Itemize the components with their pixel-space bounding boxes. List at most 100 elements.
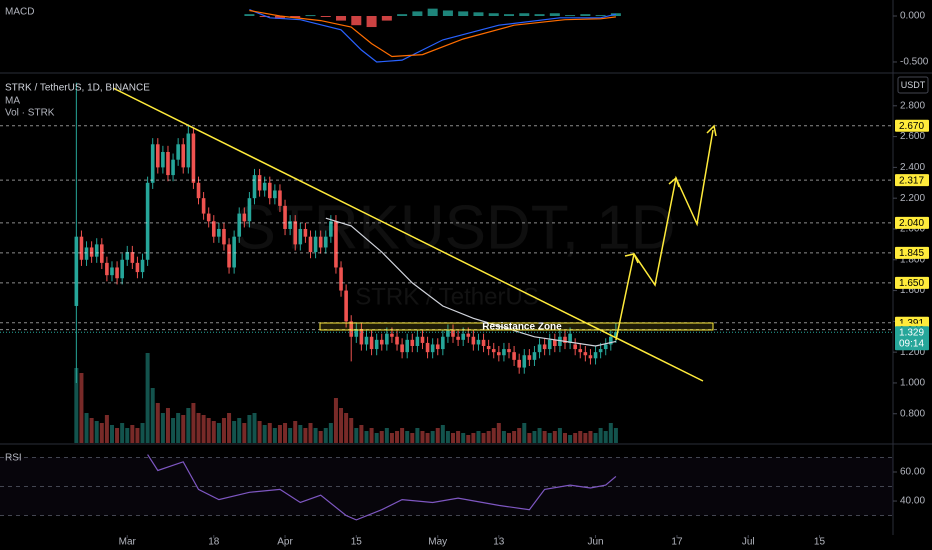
candle-body <box>252 175 257 199</box>
volume-bar <box>140 423 145 443</box>
candle-body <box>186 133 191 168</box>
candle-body <box>196 182 201 199</box>
x-tick-label: May <box>428 537 447 548</box>
volume-bar <box>237 418 242 443</box>
candle-body <box>349 321 354 337</box>
candle-body <box>227 244 231 268</box>
volume-bar <box>349 418 354 443</box>
candle-body <box>323 236 328 248</box>
candle-body <box>441 336 445 350</box>
volume-bar <box>501 431 506 443</box>
volume-bar <box>171 418 176 443</box>
candle-body <box>171 159 175 176</box>
volume-bar <box>588 431 593 443</box>
x-tick-label: 15 <box>814 537 826 548</box>
volume-bar <box>318 431 323 443</box>
volume-bar <box>440 425 445 443</box>
volume-bar <box>369 428 374 443</box>
candle-body <box>130 252 135 263</box>
candle-body <box>110 267 114 276</box>
candle-body <box>100 244 104 263</box>
level-label: 2.670 <box>899 121 924 132</box>
y-tick-label: 2.000 <box>900 224 925 235</box>
candle-body <box>446 330 450 337</box>
macd-histogram-bar <box>580 14 591 16</box>
macd-histogram-bar <box>274 16 285 19</box>
volume-bar <box>267 423 272 443</box>
macd-histogram-bar <box>458 11 469 16</box>
candle-body <box>247 198 252 222</box>
candle-body <box>135 262 140 273</box>
currency-button[interactable] <box>897 76 929 94</box>
volume-bar <box>466 435 471 443</box>
volume-bar <box>165 408 170 443</box>
candle-body <box>211 221 216 237</box>
currency-label[interactable]: USDT <box>901 80 926 90</box>
volume-bar <box>191 403 196 443</box>
volume-bar <box>461 433 466 443</box>
candle-body <box>313 236 318 253</box>
volume-bar <box>476 431 481 443</box>
candle-body <box>140 259 145 273</box>
volume-bar <box>211 421 216 443</box>
candle-body <box>181 144 186 168</box>
volume-bar <box>221 418 226 443</box>
volume-bar <box>176 413 181 443</box>
volume-bar <box>339 408 344 443</box>
macd-histogram-bar <box>336 16 347 21</box>
candle-body <box>222 228 226 245</box>
candle-body <box>237 213 242 237</box>
candle-body <box>542 344 547 350</box>
candle-body <box>603 344 608 350</box>
candle-body <box>420 336 425 343</box>
candle-body <box>273 190 277 199</box>
candle-body <box>201 198 206 214</box>
volume-bar <box>74 368 79 443</box>
candle-body <box>390 333 394 337</box>
volume-bar <box>135 428 140 443</box>
volume-bar <box>512 431 517 443</box>
symbol-title: STRK / TetherUS, 1D, BINANCE <box>5 83 150 94</box>
candle-body <box>583 352 588 356</box>
macd-histogram-bar <box>397 14 408 16</box>
candle-body <box>308 236 313 253</box>
volume-bar <box>155 403 160 443</box>
candle-body <box>303 228 308 237</box>
volume-bar <box>389 433 394 443</box>
volume-bar <box>313 428 318 443</box>
candle-body <box>517 359 521 368</box>
macd-histogram-bar <box>244 14 255 16</box>
macd-histogram-bar <box>442 10 453 16</box>
macd-histogram-bar <box>519 13 530 16</box>
volume-bar <box>517 428 522 443</box>
volume-bar <box>272 428 277 443</box>
candle-body <box>176 144 180 160</box>
y-tick-label: 1.800 <box>900 254 925 265</box>
arrow-head <box>668 176 680 188</box>
volume-bar <box>562 433 567 443</box>
volume-bar <box>216 423 221 443</box>
candle-body <box>206 213 211 222</box>
candle-body <box>537 344 542 353</box>
volume-bar <box>232 421 237 443</box>
y-tick-label: 1.600 <box>900 285 925 296</box>
volume-bar <box>206 418 211 443</box>
volume-bar <box>430 431 435 443</box>
candle-body <box>481 339 486 346</box>
candle-body <box>547 339 552 350</box>
candle-body <box>568 333 572 343</box>
level-label: 2.317 <box>899 175 924 186</box>
level-badge <box>895 119 929 132</box>
pane-title: RSI <box>5 453 22 464</box>
candle-body <box>293 221 298 245</box>
candle-body <box>410 339 415 346</box>
candle-body <box>354 329 359 337</box>
volume-bar <box>262 425 267 443</box>
volume-bar <box>578 431 583 443</box>
volume-bar <box>94 421 99 443</box>
volume-bar <box>79 373 84 443</box>
volume-bar <box>323 428 328 443</box>
candle-body <box>425 342 430 353</box>
volume-bar <box>451 433 456 443</box>
